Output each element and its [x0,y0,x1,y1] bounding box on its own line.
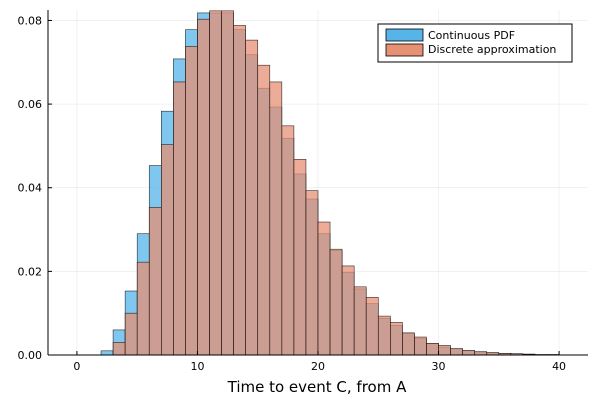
bar-discrete-4 [148,207,162,356]
legend: Continuous PDF Discrete approximation [377,23,573,63]
bar-discrete-19 [329,248,343,356]
bar-discrete-27 [426,342,439,356]
bar-discrete-7 [185,46,198,356]
legend-swatch-discrete [385,43,424,57]
x-tick-label-4: 40 [552,360,566,373]
bar-discrete-25 [402,332,415,356]
bar-discrete-2 [124,312,138,356]
x-tick-label-0: 0 [73,360,80,373]
bar-discrete-6 [173,81,186,356]
bar-discrete-13 [257,64,271,356]
bar-discrete-17 [305,190,319,356]
y-tick-label-0: 0.00 [18,349,43,362]
bar-discrete-23 [377,315,391,356]
legend-label-discrete: Discrete approximation [428,43,556,56]
bar-discrete-20 [341,265,355,356]
bar-discrete-3 [136,261,150,356]
bar-continuous-0 [100,350,114,356]
bar-discrete-29 [450,348,463,356]
bar-discrete-28 [438,345,451,356]
legend-label-continuous: Continuous PDF [428,29,515,42]
x-axis-label: Time to event C, from A [227,378,407,396]
bar-discrete-26 [414,336,427,356]
x-tick-label-2: 20 [311,360,325,373]
legend-swatch-continuous [385,28,424,42]
bar-discrete-22 [365,296,379,356]
bar-discrete-16 [293,158,307,356]
bar-discrete-8 [197,18,210,356]
bar-discrete-18 [317,221,331,356]
bar-discrete-24 [390,322,403,356]
y-tick-label-2: 0.04 [18,182,43,195]
bar-discrete-15 [281,125,295,356]
x-tick-label-1: 10 [190,360,204,373]
bar-discrete-14 [269,81,283,356]
tick-labels: 0 10 20 30 40 0.00 0.02 0.04 0.06 0.08 [18,14,567,373]
bar-discrete-5 [161,144,174,356]
y-tick-label-1: 0.02 [18,265,43,278]
x-tick-label-3: 30 [432,360,446,373]
y-tick-label-4: 0.08 [18,14,43,27]
bar-discrete-1 [112,342,126,356]
y-tick-label-3: 0.06 [18,98,43,111]
bar-discrete-31 [474,351,488,356]
bar-discrete-12 [245,39,259,356]
bar-discrete-30 [462,350,475,356]
bar-discrete-11 [233,25,246,356]
bar-discrete-21 [353,286,367,356]
bar-discrete-9 [209,10,222,356]
bar-discrete-10 [221,10,234,356]
